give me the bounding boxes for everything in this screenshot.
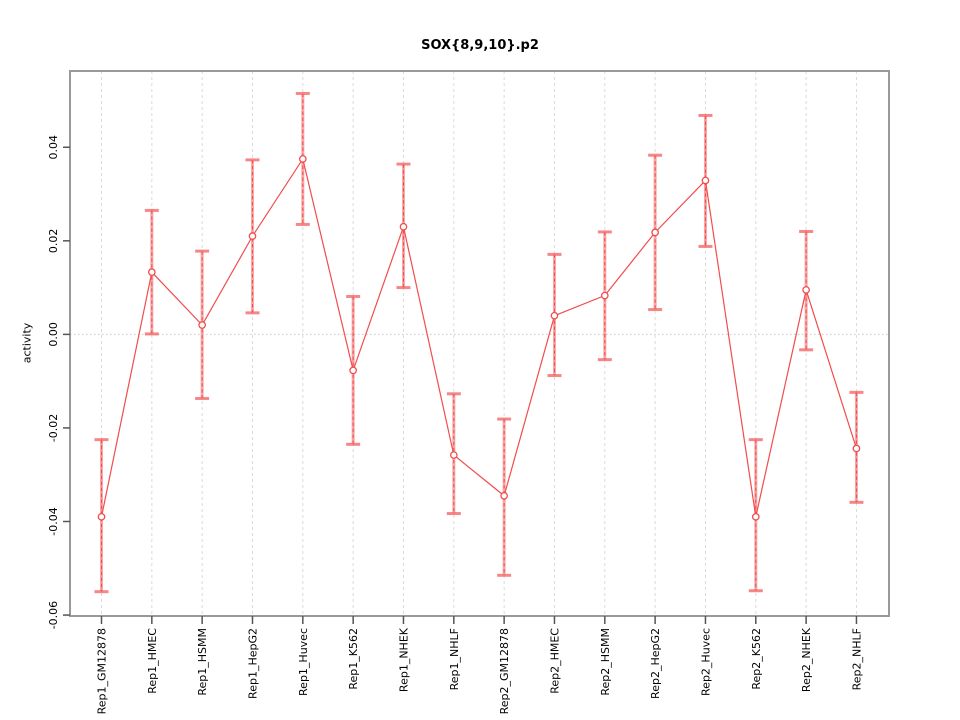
y-tick-label: -0.06 bbox=[47, 601, 60, 629]
data-point bbox=[802, 286, 810, 294]
x-tick-label: Rep2_Huvec bbox=[699, 628, 712, 696]
data-point bbox=[248, 232, 257, 240]
data-point bbox=[550, 311, 559, 320]
x-tick-label: Rep1_HMEC bbox=[146, 628, 159, 694]
data-point bbox=[600, 291, 609, 300]
x-tick-label: Rep2_HMEC bbox=[548, 628, 561, 694]
data-point bbox=[198, 321, 207, 329]
x-tick-label: Rep2_HepG2 bbox=[649, 628, 662, 699]
y-tick-label: 0.00 bbox=[47, 322, 60, 347]
x-tick-label: Rep2_NHEK bbox=[800, 627, 813, 692]
y-tick-label: -0.02 bbox=[47, 414, 60, 442]
x-tick-label: Rep2_NHLF bbox=[850, 628, 863, 690]
data-point bbox=[298, 155, 307, 163]
x-tick-label: Rep2_K562 bbox=[750, 628, 763, 690]
x-tick-label: Rep1_NHEK bbox=[397, 627, 410, 692]
plot-box bbox=[69, 70, 890, 617]
series-line bbox=[100, 157, 858, 517]
data-point bbox=[97, 512, 106, 521]
x-tick-label: Rep1_Huvec bbox=[297, 628, 310, 696]
x-tick-label: Rep1_NHLF bbox=[448, 628, 461, 690]
x-tick-label: Rep1_K562 bbox=[347, 628, 360, 690]
chart-title: SOX{8,9,10}.p2 bbox=[421, 38, 539, 53]
x-tick-label: Rep1_HSMM bbox=[196, 628, 209, 696]
data-point bbox=[751, 512, 760, 521]
data-point bbox=[147, 268, 156, 277]
data-point bbox=[399, 222, 408, 231]
data-point bbox=[500, 491, 508, 500]
x-tick-label: Rep1_GM12878 bbox=[96, 628, 109, 714]
data-point bbox=[449, 451, 458, 459]
data-point bbox=[349, 366, 357, 375]
x-tick-label: Rep2_HSMM bbox=[599, 628, 612, 696]
x-tick-label: Rep2_GM12878 bbox=[498, 628, 511, 714]
data-point bbox=[852, 444, 861, 453]
data-point bbox=[701, 176, 710, 185]
y-tick-label: 0.02 bbox=[47, 229, 60, 254]
y-tick-label: 0.04 bbox=[47, 135, 60, 160]
x-tick-label: Rep1_HepG2 bbox=[246, 628, 259, 699]
data-point bbox=[651, 228, 659, 237]
y-tick-label: -0.04 bbox=[47, 507, 60, 535]
